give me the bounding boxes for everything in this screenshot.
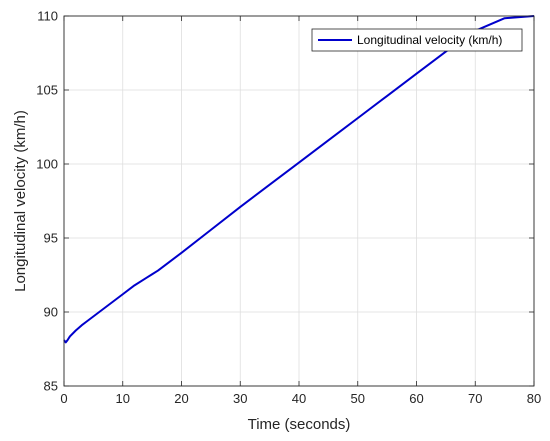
series-layer [63, 15, 535, 344]
legend-entry-label: Longitudinal velocity (km/h) [357, 33, 502, 47]
y-tick-label: 90 [44, 305, 58, 320]
legend-box [311, 28, 523, 52]
x-tick-label: 30 [233, 391, 247, 406]
x-tick-label: 70 [468, 391, 482, 406]
tick-labels: 0 10 20 30 40 50 60 70 80 85 90 95 100 105 110 [36, 9, 541, 407]
grid-lines [63, 15, 535, 387]
axes-frame [63, 15, 535, 387]
x-tick-label: 60 [409, 391, 423, 406]
x-tick-label: 80 [527, 391, 541, 406]
y-tick-label: 95 [44, 231, 58, 246]
x-tick-label: 50 [351, 391, 365, 406]
y-axis-label: Longitudinal velocity (km/h) [12, 110, 29, 292]
legend: Longitudinal velocity (km/h) [311, 28, 523, 52]
y-tick-label: 110 [37, 9, 58, 24]
x-axis-label: Time (seconds) [248, 416, 351, 433]
x-tick-label: 20 [174, 391, 188, 406]
x-tick-label: 0 [60, 391, 67, 406]
series-line-0 [63, 15, 535, 344]
y-tick-label: 85 [44, 379, 58, 394]
x-tick-label: 10 [116, 391, 130, 406]
y-tick-label: 100 [36, 157, 58, 172]
y-tick-label: 105 [36, 83, 58, 98]
x-tick-label: 40 [292, 391, 306, 406]
